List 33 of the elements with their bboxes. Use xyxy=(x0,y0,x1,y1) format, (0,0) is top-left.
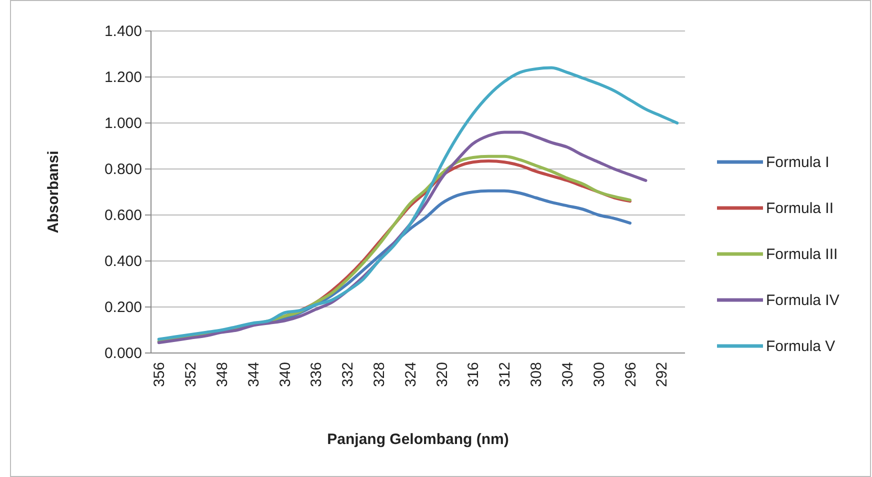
line-series xyxy=(157,66,679,341)
x-tick-label: 304 xyxy=(559,362,576,388)
y-tick-label: 0.600 xyxy=(104,206,142,224)
legend-label: Formula V xyxy=(766,338,836,355)
x-tick-label: 332 xyxy=(340,362,357,388)
y-axis-title: Absorbansi xyxy=(45,150,62,234)
legend-label: Formula III xyxy=(766,246,838,263)
x-tick-label: 296 xyxy=(622,362,640,388)
x-tick-label: 320 xyxy=(434,362,451,388)
x-tick-label: 316 xyxy=(465,362,482,388)
x-tick-label: 292 xyxy=(654,362,671,388)
legend-label: Formula IV xyxy=(766,292,840,309)
y-tick-label: 1.000 xyxy=(104,114,142,132)
x-tick-label: 352 xyxy=(182,362,200,388)
x-tick-label: 340 xyxy=(276,362,294,388)
y-tick-label: 1.200 xyxy=(104,68,142,86)
x-tick-label: 312 xyxy=(496,362,514,388)
y-tick-label: 1.400 xyxy=(104,22,142,40)
x-axis-title: Panjang Gelombang (nm) xyxy=(327,431,509,448)
y-tick-label: 0.400 xyxy=(104,252,142,270)
x-tick-label: 308 xyxy=(528,362,546,388)
x-tick-label: 344 xyxy=(245,362,262,388)
y-tick-label: 0.000 xyxy=(104,344,142,362)
x-tick-label: 328 xyxy=(370,362,388,388)
legend-label: Formula I xyxy=(766,154,830,171)
x-tick-label: 356 xyxy=(151,362,168,388)
y-tick-label: 0.800 xyxy=(104,160,142,178)
x-tick-label: 300 xyxy=(590,362,608,388)
x-tick-label: 336 xyxy=(308,362,326,388)
y-tick-label: 0.200 xyxy=(104,298,142,316)
x-tick-label: 348 xyxy=(214,362,231,388)
legend-label: Formula II xyxy=(766,200,834,217)
x-tick-label: 324 xyxy=(402,362,420,388)
